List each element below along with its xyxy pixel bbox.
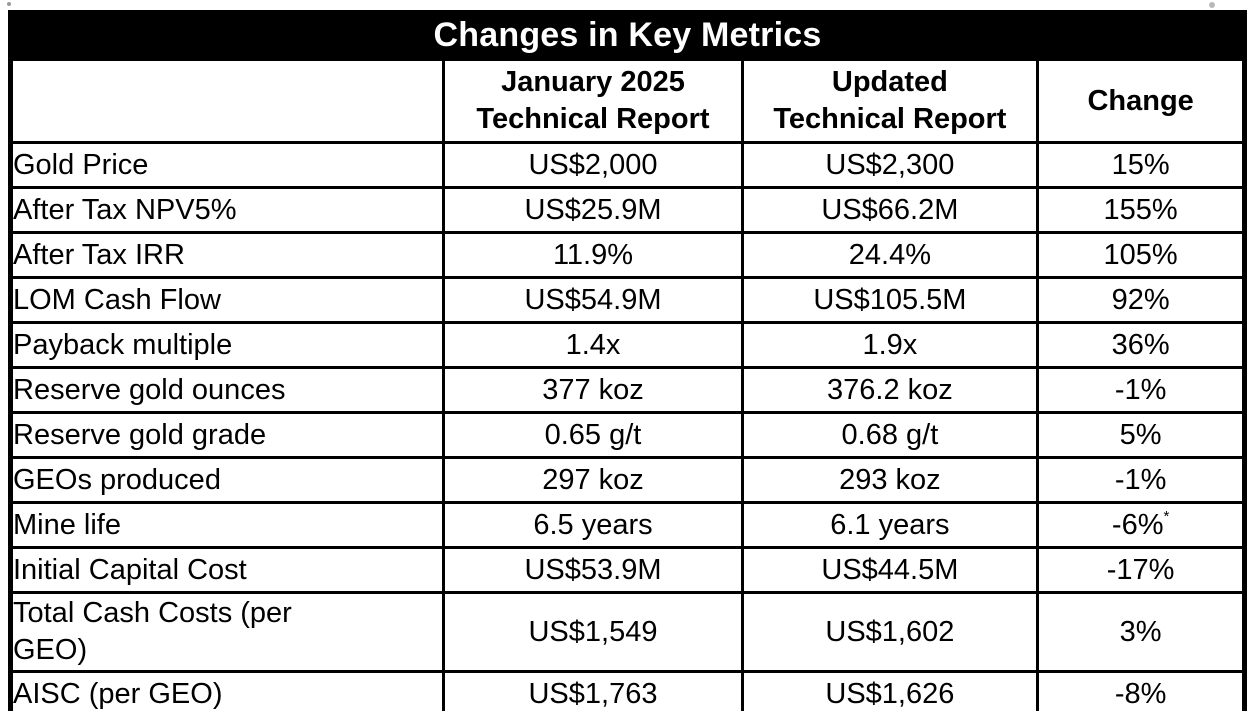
change-value-cell: -1% — [1036, 366, 1245, 414]
change-value-cell: -8% — [1036, 670, 1245, 711]
metric-label: Total Cash Costs (per GEO) — [13, 597, 292, 666]
stray-mark-top-right — [1209, 2, 1215, 8]
change-value-cell: 155% — [1036, 186, 1245, 234]
metric-label-cell: After Tax NPV5% — [9, 186, 446, 234]
updated-value-cell: US$105.5M — [740, 276, 1040, 324]
jan-2025-value-cell: US$54.9M — [442, 276, 744, 324]
change-value: -6% — [1111, 509, 1164, 541]
metrics-table: January 2025 Technical Report Updated Te… — [9, 58, 1245, 711]
table-row-gold-price: Gold Price US$2,000 US$2,300 15% — [9, 141, 1245, 189]
header-jan2025-line2: Technical Report — [476, 103, 710, 135]
change-value-cell: 36% — [1036, 321, 1245, 369]
table-row-total-cash-costs: Total Cash Costs (per GEO) US$1,549 US$1… — [9, 591, 1245, 673]
jan-2025-value-cell: US$1,549 — [442, 591, 744, 673]
metric-label-cell: Payback multiple — [9, 321, 446, 369]
header-jan2025-cell: January 2025 Technical Report — [442, 58, 744, 144]
table-row-payback-multiple: Payback multiple 1.4x 1.9x 36% — [9, 321, 1245, 369]
jan-2025-value-cell: US$53.9M — [442, 546, 744, 594]
jan-2025-value-cell: US$25.9M — [442, 186, 744, 234]
jan-2025-value-cell: 377 koz — [442, 366, 744, 414]
metric-label-cell: After Tax IRR — [9, 231, 446, 279]
jan-2025-value-cell: 11.9% — [442, 231, 744, 279]
header-updated-line2: Technical Report — [773, 103, 1007, 135]
updated-value-cell: 24.4% — [740, 231, 1040, 279]
updated-value-cell: US$44.5M — [740, 546, 1040, 594]
metric-label-cell: Reserve gold grade — [9, 411, 446, 459]
header-jan2025-line1: January 2025 — [501, 66, 685, 98]
table-row-geos-produced: GEOs produced 297 koz 293 koz -1% — [9, 456, 1245, 504]
metric-label-cell: Mine life — [9, 501, 446, 549]
updated-value-cell: US$1,626 — [740, 670, 1040, 711]
jan-2025-value-cell: 6.5 years — [442, 501, 744, 549]
jan-2025-value-cell: US$2,000 — [442, 141, 744, 189]
key-metrics-table: Changes in Key Metrics January 2025 Tech… — [8, 10, 1247, 711]
updated-value-cell: 0.68 g/t — [740, 411, 1040, 459]
jan-2025-value-cell: 1.4x — [442, 321, 744, 369]
updated-value-cell: 293 koz — [740, 456, 1040, 504]
header-change-cell: Change — [1036, 58, 1245, 144]
change-value-cell: -1% — [1036, 456, 1245, 504]
metric-label-cell: Total Cash Costs (per GEO) — [9, 591, 446, 673]
table-row-mine-life: Mine life 6.5 years 6.1 years -6%* — [9, 501, 1245, 549]
metric-label-cell: Initial Capital Cost — [9, 546, 446, 594]
table-row-reserve-gold-ounces: Reserve gold ounces 377 koz 376.2 koz -1… — [9, 366, 1245, 414]
change-value-cell: -6%* — [1036, 501, 1245, 549]
header-updated-cell: Updated Technical Report — [740, 58, 1040, 144]
header-metric-cell — [9, 58, 446, 144]
table-row-reserve-gold-grade: Reserve gold grade 0.65 g/t 0.68 g/t 5% — [9, 411, 1245, 459]
table-row-after-tax-irr: After Tax IRR 11.9% 24.4% 105% — [9, 231, 1245, 279]
metric-label-cell: Gold Price — [9, 141, 446, 189]
metric-label-cell: Reserve gold ounces — [9, 366, 446, 414]
footnote-asterisk: * — [1163, 508, 1170, 525]
updated-value-cell: US$2,300 — [740, 141, 1040, 189]
table-title: Changes in Key Metrics — [10, 12, 1245, 58]
stray-mark-top-left — [7, 2, 11, 6]
updated-value-cell: US$1,602 — [740, 591, 1040, 673]
updated-value-cell: 1.9x — [740, 321, 1040, 369]
table-row-aisc: AISC (per GEO) US$1,763 US$1,626 -8% — [9, 670, 1245, 711]
metric-label-cell: LOM Cash Flow — [9, 276, 446, 324]
updated-value-cell: 376.2 koz — [740, 366, 1040, 414]
updated-value-cell: 6.1 years — [740, 501, 1040, 549]
table-row-lom-cash-flow: LOM Cash Flow US$54.9M US$105.5M 92% — [9, 276, 1245, 324]
metric-label-cell: GEOs produced — [9, 456, 446, 504]
change-value-cell: 3% — [1036, 591, 1245, 673]
table-row-after-tax-npv: After Tax NPV5% US$25.9M US$66.2M 155% — [9, 186, 1245, 234]
change-value-cell: 5% — [1036, 411, 1245, 459]
change-value-cell: -17% — [1036, 546, 1245, 594]
change-value-cell: 15% — [1036, 141, 1245, 189]
updated-value-cell: US$66.2M — [740, 186, 1040, 234]
metric-label-cell: AISC (per GEO) — [9, 670, 446, 711]
jan-2025-value-cell: US$1,763 — [442, 670, 744, 711]
change-value-cell: 105% — [1036, 231, 1245, 279]
header-updated-line1: Updated — [831, 66, 948, 98]
jan-2025-value-cell: 297 koz — [442, 456, 744, 504]
header-row: January 2025 Technical Report Updated Te… — [9, 58, 1245, 144]
change-value-cell: 92% — [1036, 276, 1245, 324]
jan-2025-value-cell: 0.65 g/t — [442, 411, 744, 459]
table-row-initial-capital-cost: Initial Capital Cost US$53.9M US$44.5M -… — [9, 546, 1245, 594]
